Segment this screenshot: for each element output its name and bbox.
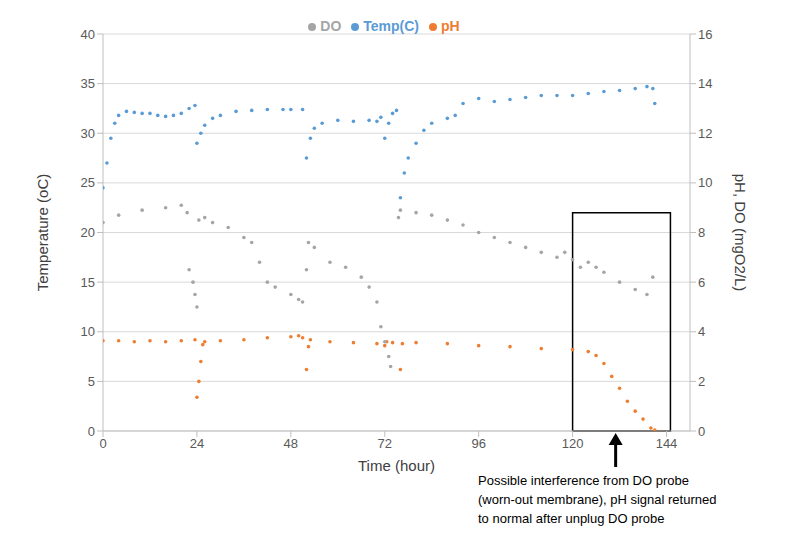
svg-text:40: 40 bbox=[81, 27, 95, 42]
svg-text:24: 24 bbox=[190, 436, 204, 451]
html-text:to normal after unplug DO prob: to normal after unplug DO probe bbox=[478, 511, 665, 526]
svg-text:Temperature (oC): Temperature (oC) bbox=[34, 174, 51, 292]
svg-text:2: 2 bbox=[698, 374, 705, 389]
svg-text:10: 10 bbox=[698, 175, 712, 190]
svg-text:16: 16 bbox=[698, 27, 712, 42]
html-text:pH: pH bbox=[441, 18, 460, 34]
svg-text:35: 35 bbox=[81, 76, 95, 91]
html-text:(worn-out membrane), pH signal: (worn-out membrane), pH signal returned bbox=[478, 492, 717, 507]
svg-text:5: 5 bbox=[88, 374, 95, 389]
html-text:Temp(C): Temp(C) bbox=[363, 18, 419, 34]
html-text:Possible interference from DO: Possible interference from DO probe bbox=[478, 473, 689, 488]
svg-text:15: 15 bbox=[81, 275, 95, 290]
svg-text:4: 4 bbox=[698, 324, 705, 339]
svg-text:pH, DO (mgO2/L): pH, DO (mgO2/L) bbox=[732, 174, 749, 292]
svg-text:20: 20 bbox=[81, 225, 95, 240]
svg-text:8: 8 bbox=[698, 225, 705, 240]
svg-text:96: 96 bbox=[471, 436, 485, 451]
html-text:DO: DO bbox=[320, 18, 342, 34]
svg-text:14: 14 bbox=[698, 76, 712, 91]
svg-text:0: 0 bbox=[88, 424, 95, 439]
svg-text:25: 25 bbox=[81, 175, 95, 190]
svg-text:6: 6 bbox=[698, 275, 705, 290]
svg-text:120: 120 bbox=[562, 436, 584, 451]
svg-text:0: 0 bbox=[698, 424, 705, 439]
svg-text:10: 10 bbox=[81, 324, 95, 339]
svg-text:72: 72 bbox=[378, 436, 392, 451]
svg-text:12: 12 bbox=[698, 126, 712, 141]
svg-text:30: 30 bbox=[81, 126, 95, 141]
svg-text:0: 0 bbox=[99, 436, 106, 451]
svg-text:Time (hour): Time (hour) bbox=[358, 457, 435, 474]
svg-text:144: 144 bbox=[656, 436, 678, 451]
svg-text:48: 48 bbox=[284, 436, 298, 451]
